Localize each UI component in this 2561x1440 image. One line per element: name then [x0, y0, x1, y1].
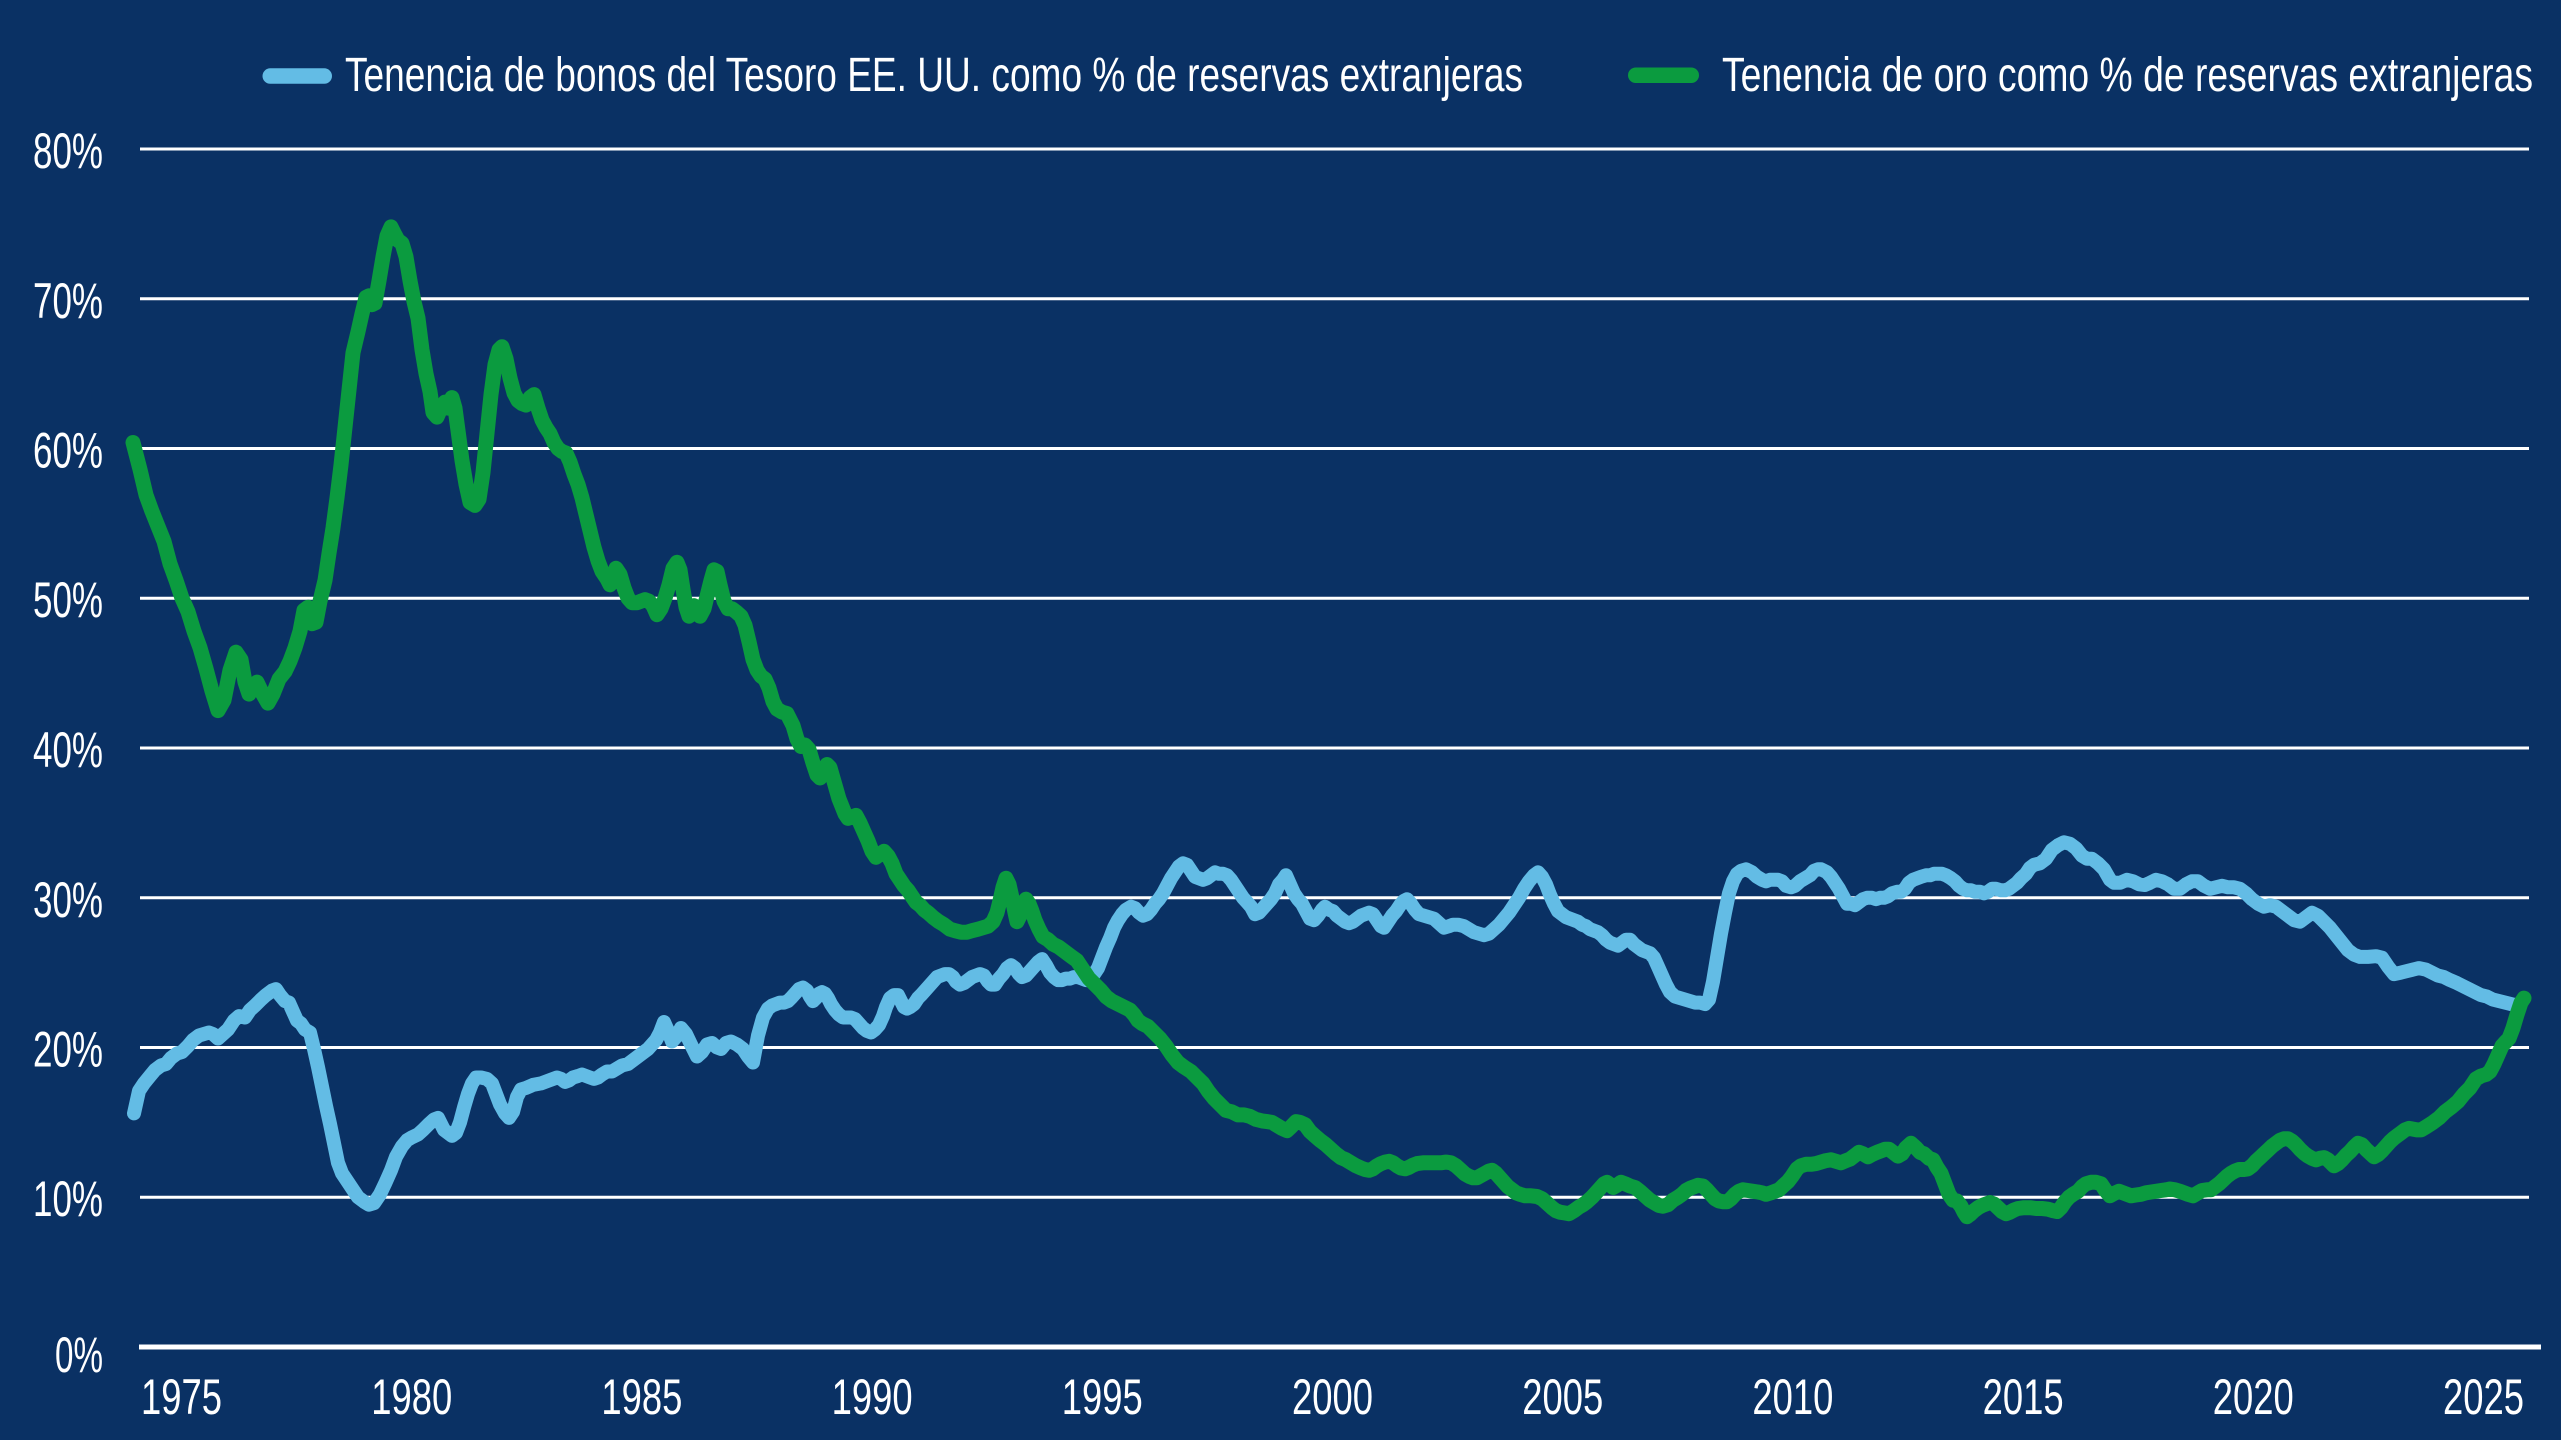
svg-text:2025: 2025	[2443, 1369, 2524, 1425]
svg-text:70%: 70%	[33, 273, 103, 329]
svg-text:1980: 1980	[371, 1369, 452, 1425]
svg-text:80%: 80%	[33, 123, 103, 179]
svg-text:2020: 2020	[2213, 1369, 2294, 1425]
svg-text:2010: 2010	[1752, 1369, 1833, 1425]
svg-text:10%: 10%	[33, 1171, 103, 1227]
svg-text:40%: 40%	[33, 722, 103, 778]
svg-text:1975: 1975	[141, 1369, 222, 1425]
svg-text:Tenencia de oro como % de rese: Tenencia de oro como % de reservas extra…	[1722, 48, 2533, 102]
svg-text:0%: 0%	[55, 1327, 103, 1383]
svg-text:60%: 60%	[33, 423, 103, 479]
svg-text:1985: 1985	[601, 1369, 682, 1425]
svg-text:Tenencia de bonos del Tesoro E: Tenencia de bonos del Tesoro EE. UU. com…	[345, 48, 1523, 102]
svg-text:2000: 2000	[1292, 1369, 1373, 1425]
svg-text:50%: 50%	[33, 572, 103, 628]
svg-text:2005: 2005	[1522, 1369, 1603, 1425]
svg-text:30%: 30%	[33, 872, 103, 928]
svg-text:1995: 1995	[1062, 1369, 1143, 1425]
svg-text:20%: 20%	[33, 1022, 103, 1078]
svg-text:2015: 2015	[1983, 1369, 2064, 1425]
svg-text:1990: 1990	[832, 1369, 913, 1425]
